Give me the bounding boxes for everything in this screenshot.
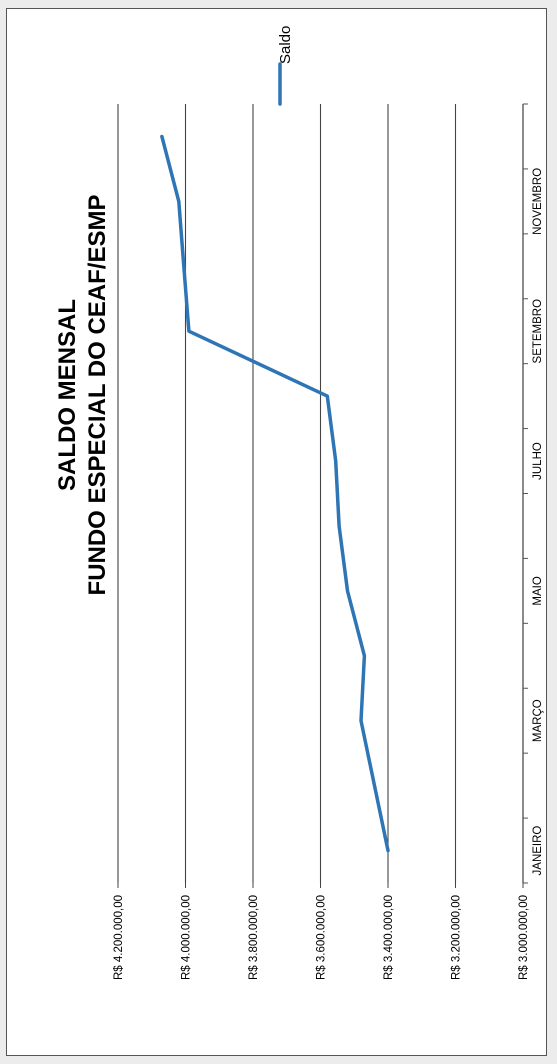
value-tick-label: R$ 3.200.000,00: [451, 895, 463, 980]
category-tick-label: MAIO: [532, 576, 544, 605]
value-tick-label: R$ 4.000.000,00: [181, 895, 193, 980]
category-tick-label: SETEMBRO: [532, 299, 544, 364]
value-tick-label: R$ 3.400.000,00: [383, 895, 395, 980]
category-tick-label: MARÇO: [532, 699, 544, 742]
category-tick-label: NOVEMBRO: [532, 168, 544, 235]
series-line-saldo: [160, 134, 390, 853]
legend: Saldo: [277, 26, 294, 106]
value-tick-label: R$ 4.200.000,00: [113, 895, 125, 980]
chart-frame: [6, 8, 547, 1056]
value-tick-label: R$ 3.000.000,00: [518, 895, 530, 980]
value-tick-label: R$ 3.600.000,00: [316, 895, 328, 980]
category-tick-label: JANEIRO: [532, 826, 544, 876]
chart-subtitle: FUNDO ESPECIAL DO CEAF/ESMP: [84, 195, 111, 596]
category-tick-label: JULHO: [532, 442, 544, 480]
chart-title: SALDO MENSAL: [54, 299, 81, 491]
value-tick-label: R$ 3.800.000,00: [248, 895, 260, 980]
legend-label-saldo: Saldo: [277, 26, 294, 64]
